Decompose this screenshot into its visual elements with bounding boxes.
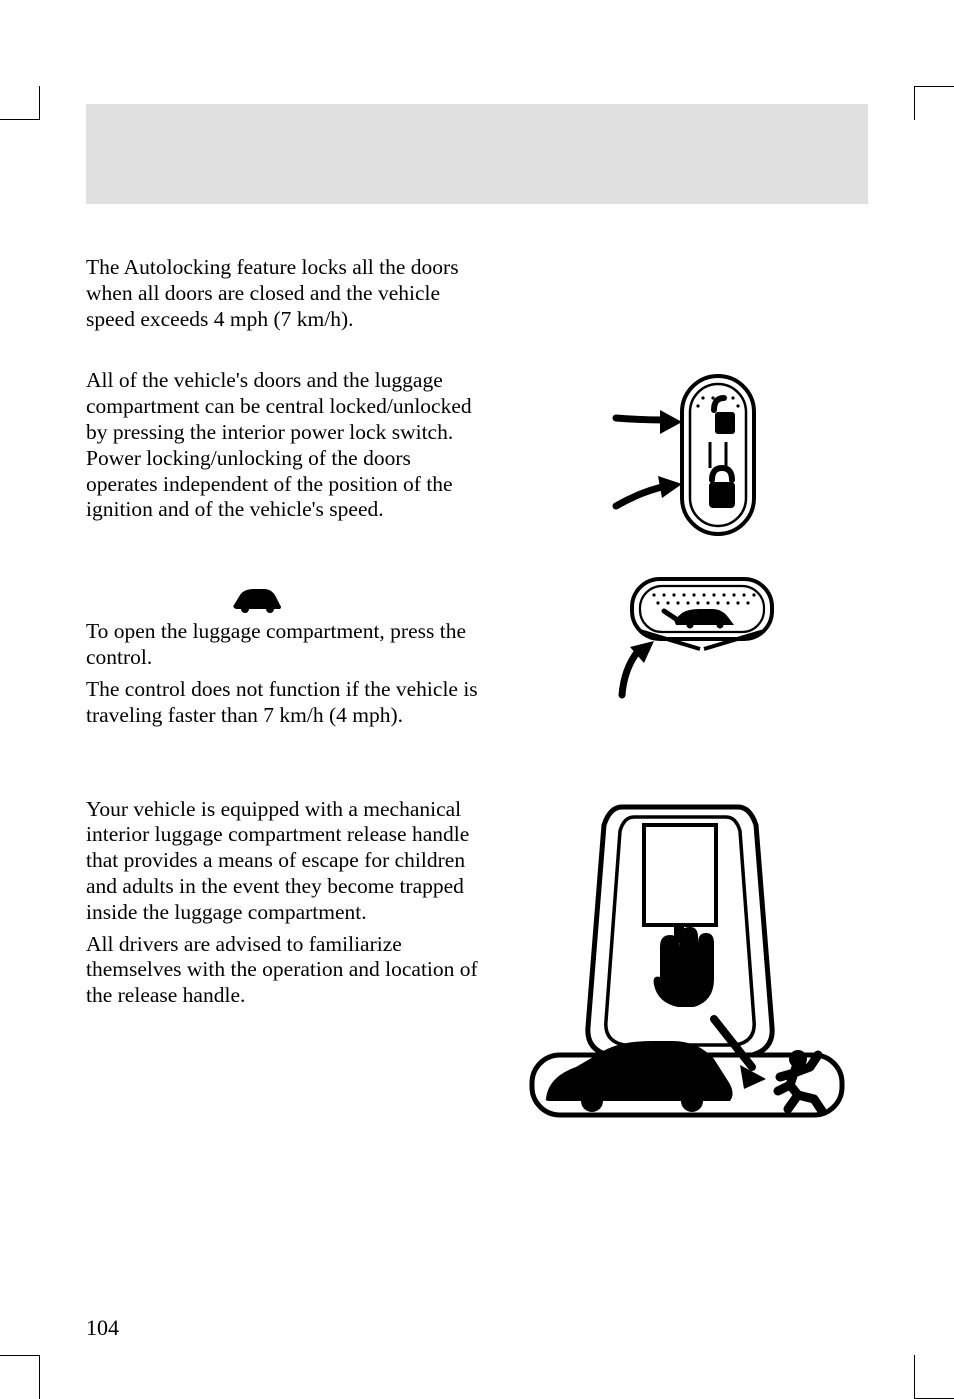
page-number: 104 — [86, 1315, 119, 1341]
control-speed-text: The control does not function if the veh… — [86, 677, 478, 729]
autolock-section: The Autolocking feature locks all the do… — [86, 255, 868, 338]
crop-mark-bottom-left — [0, 1355, 40, 1399]
crop-mark-bottom-right — [914, 1355, 954, 1399]
luggage-open-section: To open the luggage compartment, press t… — [86, 573, 868, 734]
autolock-text: The Autolocking feature locks all the do… — [86, 255, 478, 332]
page-content: The Autolocking feature locks all the do… — [86, 255, 868, 1157]
lock-switch-icon — [602, 368, 772, 543]
crop-mark-top-right — [914, 86, 954, 120]
release-handle-text-1: Your vehicle is equipped with a mechanic… — [86, 797, 478, 926]
central-lock-section: All of the vehicle's doors and the lugga… — [86, 368, 868, 543]
trunk-release-handle-icon — [522, 797, 852, 1127]
release-handle-section: Your vehicle is equipped with a mechanic… — [86, 797, 868, 1127]
release-handle-text-2: All drivers are advised to familiarize t… — [86, 932, 478, 1009]
car-icon — [228, 585, 286, 615]
trunk-button-icon — [592, 573, 782, 703]
central-lock-text: All of the vehicle's doors and the lugga… — [86, 368, 478, 523]
crop-mark-top-left — [0, 86, 40, 120]
header-band — [86, 104, 868, 204]
open-luggage-text: To open the luggage compartment, press t… — [86, 619, 478, 671]
